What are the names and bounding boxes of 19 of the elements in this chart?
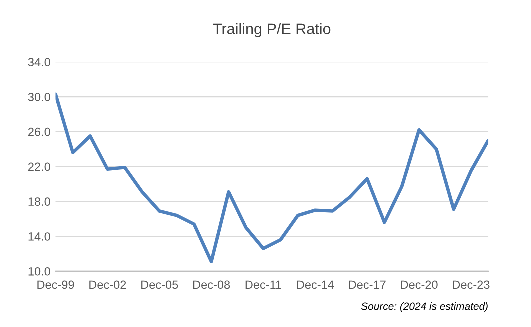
y-tick-label: 34.0 (28, 58, 50, 67)
x-tick-label: Dec-05 (142, 280, 178, 290)
x-tick-label: Dec-14 (297, 280, 334, 290)
y-tick-label: 14.0 (28, 232, 50, 241)
y-tick-label: 22.0 (28, 162, 50, 172)
chart-title: Trailing P/E Ratio (213, 23, 331, 38)
y-tick-label: 26.0 (28, 128, 50, 136)
x-tick-label: Dec-23 (453, 280, 490, 290)
line-series (56, 92, 489, 264)
y-tick-label: 30.0 (28, 93, 50, 102)
source-note: Source: (2024 is estimated) (361, 302, 488, 312)
y-tick-label: 18.0 (28, 198, 50, 206)
x-tick-label: Dec-20 (401, 280, 438, 290)
x-tick-label: Dec-02 (90, 280, 126, 290)
x-tick-label: Dec-99 (38, 280, 74, 290)
x-tick-label: Dec-11 (246, 280, 282, 290)
y-tick-label: 10.0 (28, 267, 50, 276)
x-tick-label: Dec-08 (193, 280, 230, 290)
x-tick-label: Dec-17 (349, 280, 386, 290)
